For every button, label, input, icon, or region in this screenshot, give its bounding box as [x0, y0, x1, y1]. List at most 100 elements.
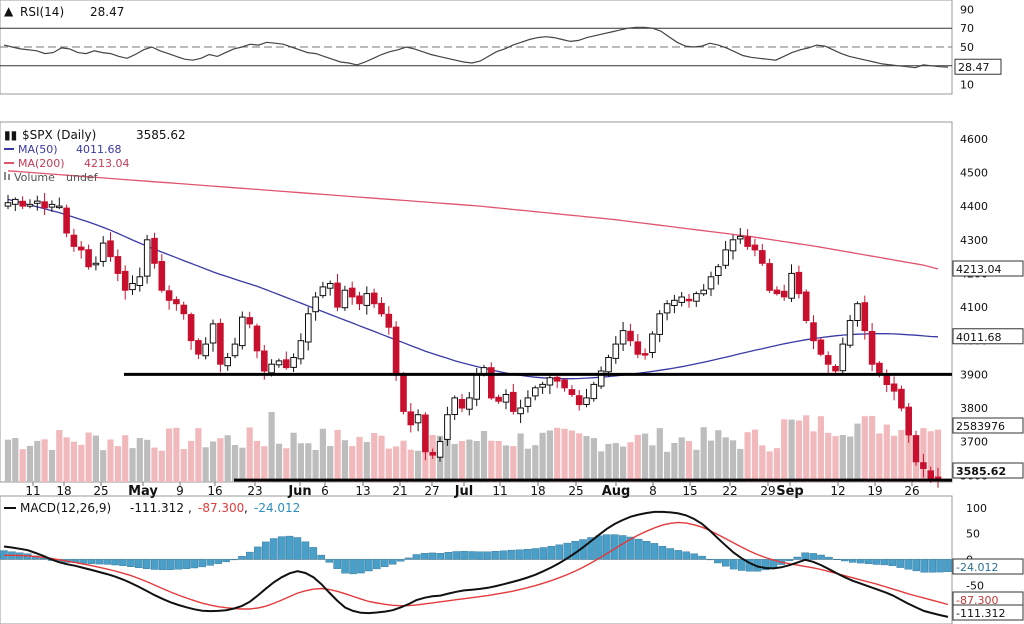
volume-bar	[729, 440, 737, 482]
candle-up	[663, 303, 671, 314]
macd-histogram-bar	[658, 546, 667, 560]
volume-bar	[217, 438, 224, 482]
macd-histogram-bar	[547, 546, 556, 560]
volume-bar	[539, 432, 546, 482]
volume-bar	[26, 445, 34, 482]
volume-bar	[378, 435, 385, 482]
volume-bar	[854, 423, 861, 482]
candle-up	[846, 320, 854, 346]
price-layer: 4600450044004300420041004000390038003700…	[4, 133, 1024, 488]
volume-bar	[612, 443, 619, 482]
volume-bar	[231, 445, 239, 482]
macd-histogram-bar	[857, 559, 865, 564]
macd-histogram-bar	[809, 553, 817, 560]
volume-bar	[664, 451, 671, 482]
macd-histogram-bar	[626, 536, 635, 560]
x-tick-label-18: 15	[682, 484, 697, 498]
candle-up	[275, 360, 283, 366]
macd-histogram-bar	[349, 559, 357, 575]
rsi-legend-label: RSI(14)	[20, 5, 64, 19]
volume-bar	[283, 448, 290, 482]
macd-histogram-bar	[642, 541, 651, 560]
candle-down	[744, 236, 751, 247]
ma50-value-label-box	[952, 328, 1024, 345]
x-tick-label-14: 18	[530, 484, 545, 498]
volume-bar	[158, 450, 165, 482]
macd-histogram-bar	[682, 551, 690, 560]
volume-bar	[817, 416, 824, 482]
volume-bar	[305, 443, 312, 482]
volume-bar	[825, 432, 832, 482]
volume-bar	[34, 440, 41, 482]
candle-down	[407, 411, 415, 426]
candle-down	[861, 302, 869, 332]
candle-up	[297, 340, 305, 360]
candle-up	[722, 249, 730, 266]
macd-histogram-bar	[936, 559, 944, 573]
macd-histogram-bar	[928, 559, 936, 573]
macd-histogram-bar	[293, 537, 302, 560]
volume-bar	[502, 445, 510, 482]
x-tick-label-2: 25	[93, 484, 108, 498]
macd-histogram-bar	[142, 559, 151, 570]
candle-down	[868, 331, 876, 365]
macd-histogram-bar	[801, 552, 809, 560]
candle-up	[707, 276, 715, 290]
macd-histogram-bar	[87, 559, 95, 564]
macd-histogram-bar	[79, 559, 88, 564]
price-y-tick-1: 4500	[960, 166, 988, 179]
volume-bar	[107, 439, 114, 482]
macd-histogram-bar	[436, 553, 445, 560]
macd-histogram-value-box	[952, 558, 1024, 575]
volume-legend-swatch	[4, 172, 6, 180]
macd-histogram-bar	[277, 536, 286, 560]
macd-value-box	[952, 604, 1024, 621]
candle-down	[773, 289, 781, 295]
candle-up	[649, 333, 656, 353]
volume-bar	[63, 437, 70, 482]
volume-bar	[656, 428, 663, 482]
macd-histogram-bar	[539, 547, 548, 560]
volume-bar	[422, 441, 429, 482]
x-tick-label-10: 21	[392, 484, 407, 498]
ma200-value-label-box	[952, 260, 1024, 277]
macd-histogram-bar	[468, 551, 476, 560]
volume-bar	[715, 430, 722, 482]
candle-up	[590, 383, 598, 400]
volume-bar	[524, 448, 531, 482]
candle-up	[231, 343, 239, 357]
macd-histogram-bar	[690, 553, 698, 560]
candle-down	[876, 362, 883, 375]
candle-down	[927, 470, 935, 480]
volume-bar	[56, 430, 63, 482]
macd-legend-sep2: ,	[244, 501, 248, 515]
volume-legend-label: Volume	[14, 171, 55, 184]
rsi-legend-icon: ▲	[4, 4, 14, 18]
volume-bar	[393, 446, 400, 482]
candle-up	[26, 203, 34, 207]
volume-bar	[883, 424, 890, 482]
candle-up	[839, 343, 847, 372]
candle-up	[466, 397, 473, 410]
volume-bar	[363, 442, 370, 482]
candle-up	[729, 239, 737, 252]
rsi-last-value-box	[954, 58, 1002, 75]
macd-histogram-bar	[888, 559, 897, 567]
volume-bar	[627, 442, 634, 482]
macd-histogram-bar	[706, 559, 714, 561]
close-value-label: 3585.62	[956, 465, 1006, 478]
volume-bar	[151, 447, 158, 482]
candle-up	[473, 373, 480, 400]
macd-histogram-bar	[817, 554, 825, 560]
volume-bar	[473, 441, 480, 482]
rsi-y-tick-2: 50	[960, 41, 974, 54]
volume-bar	[4, 439, 12, 482]
volume-bar	[48, 450, 56, 482]
volume-bar	[466, 439, 473, 482]
candle-up	[539, 383, 546, 388]
ma50-legend-label: MA(50)	[18, 143, 58, 156]
volume-bar	[12, 438, 19, 482]
rsi-y-tick-4: 10	[960, 79, 974, 92]
macd-layer: 100500-50-100-24.012-87.300-111.312	[0, 502, 1024, 621]
candle-up	[605, 357, 612, 373]
